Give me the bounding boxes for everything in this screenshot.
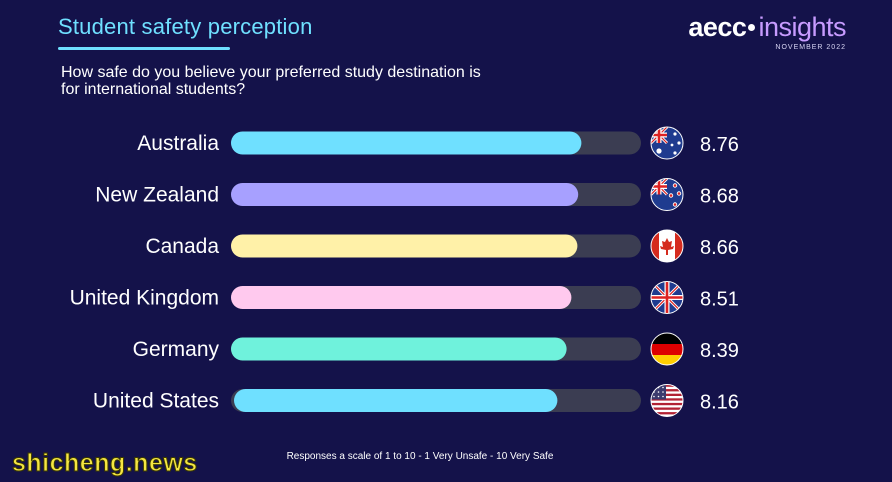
value-label: 8.68: [700, 186, 739, 208]
category-label: New Zealand: [95, 184, 219, 207]
united-states-flag-icon: [650, 384, 684, 417]
bar: [231, 337, 567, 361]
value-label: 8.16: [700, 392, 739, 414]
logo-brand: aecc: [688, 12, 747, 42]
category-label: Australia: [137, 132, 219, 155]
united-kingdom-flag-icon: [650, 281, 684, 314]
australia-flag-icon: [650, 126, 684, 160]
logo-date: NOVEMBER 2022: [775, 44, 846, 51]
new-zealand-flag-icon: [650, 178, 684, 211]
category-label: United States: [93, 390, 219, 413]
logo-sub: insights: [758, 12, 846, 42]
bar: [234, 389, 558, 412]
canada-flag-icon: [650, 229, 684, 263]
value-label: 8.39: [700, 340, 739, 362]
title-underline: [58, 47, 230, 50]
value-label: 8.51: [700, 289, 739, 311]
category-label: United Kingdom: [70, 287, 219, 310]
value-label: 8.66: [700, 237, 739, 259]
aecc-insights-logo: aecc insights NOVEMBER 2022: [688, 12, 846, 51]
logo-dot-icon: [748, 23, 756, 31]
bar-row: Australia 8.76: [137, 126, 739, 160]
bar: [231, 183, 579, 206]
category-label: Germany: [133, 338, 220, 361]
survey-question: How safe do you believe your preferred s…: [61, 64, 481, 98]
bar-row: United Kingdom 8.51: [70, 281, 739, 314]
bar: [231, 234, 578, 258]
bar-row: United States 8.16: [93, 384, 739, 417]
bar-row: New Zealand 8.68: [95, 178, 739, 211]
chart-title: Student safety perception: [58, 14, 313, 39]
watermark: shicheng.news: [12, 449, 198, 478]
bar-row: Germany 8.39: [133, 332, 739, 366]
bar: [231, 286, 572, 309]
germany-flag-icon: [650, 332, 684, 366]
category-label: Canada: [145, 235, 219, 258]
bar: [231, 131, 582, 155]
bar-row: Canada 8.66: [145, 229, 739, 263]
value-label: 8.76: [700, 134, 739, 156]
scale-footnote: Responses a scale of 1 to 10 - 1 Very Un…: [286, 451, 554, 462]
